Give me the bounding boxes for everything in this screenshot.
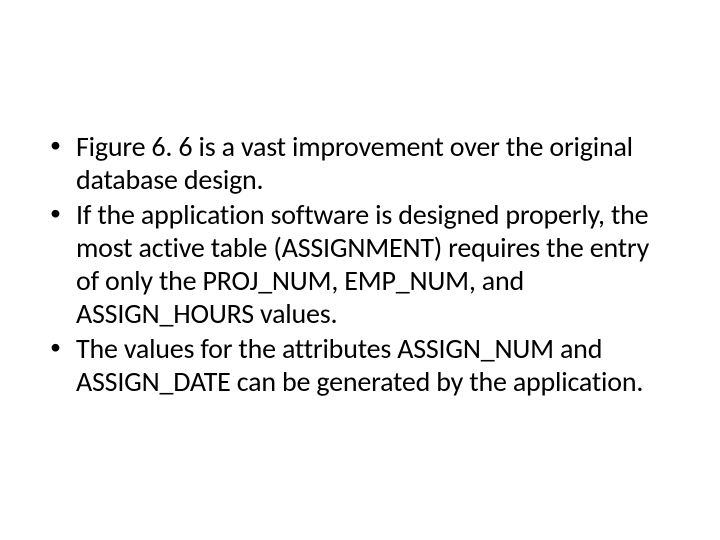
bullet-text: Figure 6. 6 is a vast improvement over t… bbox=[76, 129, 633, 197]
bullet-list: Figure 6. 6 is a vast improvement over t… bbox=[48, 130, 672, 398]
list-item: If the application software is designed … bbox=[48, 198, 672, 330]
slide: Figure 6. 6 is a vast improvement over t… bbox=[0, 0, 720, 540]
list-item: Figure 6. 6 is a vast improvement over t… bbox=[48, 130, 672, 196]
bullet-text: If the application software is designed … bbox=[76, 197, 649, 331]
list-item: The values for the attributes ASSIGN_NUM… bbox=[48, 332, 672, 398]
bullet-text: The values for the attributes ASSIGN_NUM… bbox=[76, 331, 643, 399]
